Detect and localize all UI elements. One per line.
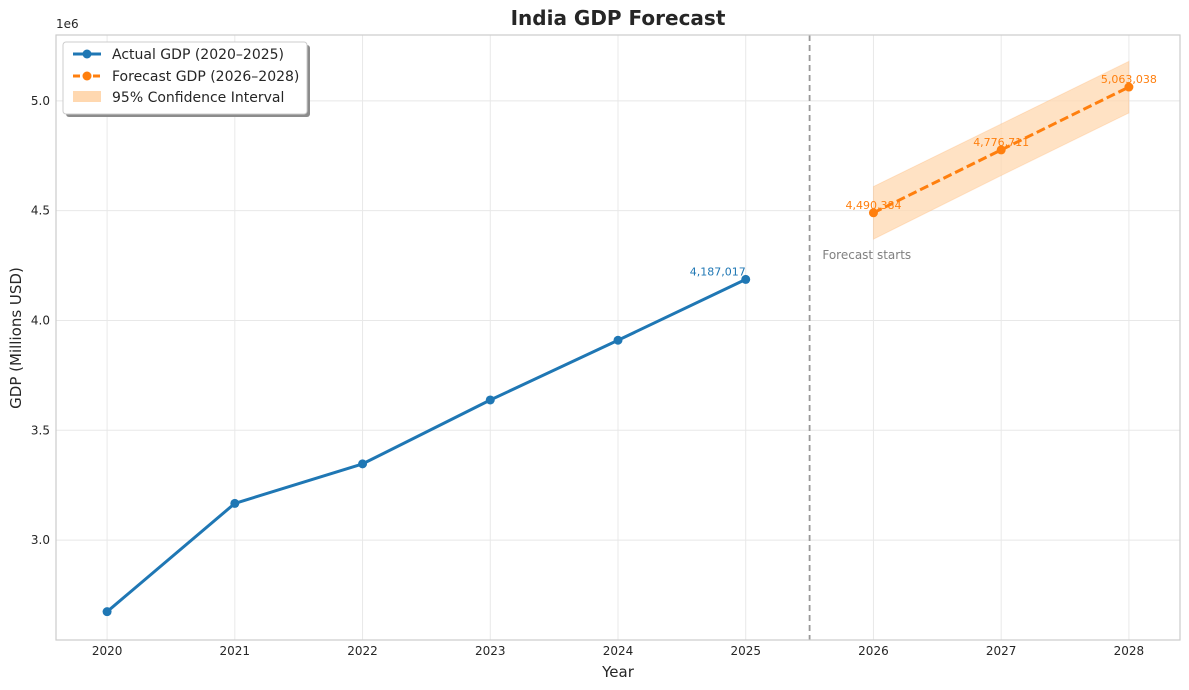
x-tick-label: 2025 bbox=[730, 644, 761, 658]
chart-title: India GDP Forecast bbox=[511, 6, 726, 30]
legend-box bbox=[62, 41, 308, 115]
forecast-series-line bbox=[872, 85, 1130, 215]
x-axis-ticks: 2020 2021 2022 2023 2024 2025 2026 2027 2028 bbox=[92, 644, 1144, 658]
x-tick-label: 2022 bbox=[347, 644, 378, 658]
legend-forecast-marker bbox=[82, 71, 92, 81]
series-layer bbox=[102, 82, 1134, 617]
data-label: 4,776,711 bbox=[973, 136, 1029, 149]
legend-ci-swatch bbox=[73, 91, 101, 102]
x-tick-label: 2027 bbox=[986, 644, 1017, 658]
x-tick-label: 2028 bbox=[1114, 644, 1145, 658]
legend-ci-label: 95% Confidence Interval bbox=[112, 90, 284, 106]
grid bbox=[56, 35, 1180, 640]
divider-layer: Forecast starts bbox=[808, 35, 911, 640]
actual-series-line bbox=[106, 278, 747, 613]
legend-actual-marker bbox=[82, 49, 92, 59]
forecast-starts-annotation: Forecast starts bbox=[822, 248, 911, 262]
forecast-series-point bbox=[868, 208, 878, 218]
actual-series-point bbox=[485, 395, 495, 405]
x-axis-label: Year bbox=[601, 663, 635, 681]
actual-series-point bbox=[741, 274, 751, 284]
data-label: 4,187,017 bbox=[690, 265, 746, 278]
legend-actual-label: Actual GDP (2020–2025) bbox=[112, 47, 284, 63]
x-tick-label: 2023 bbox=[475, 644, 506, 658]
x-tick-label: 2026 bbox=[858, 644, 889, 658]
y-axis-label: GDP (Millions USD) bbox=[7, 267, 25, 409]
y-axis-offset-label: 1e6 bbox=[56, 17, 79, 31]
data-label: 5,063,038 bbox=[1101, 73, 1157, 86]
y-tick-label: 5.0 bbox=[31, 94, 50, 108]
actual-series-point bbox=[230, 498, 240, 508]
legend-forecast-label: Forecast GDP (2026–2028) bbox=[112, 69, 299, 85]
y-tick-label: 3.0 bbox=[31, 533, 50, 547]
actual-series-point bbox=[102, 607, 112, 617]
forecast-series-point bbox=[996, 145, 1006, 155]
y-tick-label: 4.5 bbox=[31, 204, 50, 218]
y-tick-label: 4.0 bbox=[31, 313, 50, 327]
y-tick-label: 3.5 bbox=[31, 423, 50, 437]
plot-frame bbox=[55, 34, 1181, 641]
legend: Actual GDP (2020–2025) Forecast GDP (202… bbox=[62, 41, 310, 117]
actual-series-point bbox=[613, 335, 623, 345]
data-label: 4,490,384 bbox=[845, 199, 901, 212]
actual-series-point bbox=[358, 459, 368, 469]
x-tick-label: 2024 bbox=[603, 644, 634, 658]
forecast-series-point bbox=[1124, 82, 1134, 92]
data-label-layer: 4,187,017 4,490,384 4,776,711 5,063,038 bbox=[690, 73, 1157, 278]
x-tick-label: 2020 bbox=[92, 644, 123, 658]
y-axis-ticks: 3.0 3.5 4.0 4.5 5.0 bbox=[31, 94, 50, 547]
x-tick-label: 2021 bbox=[220, 644, 251, 658]
